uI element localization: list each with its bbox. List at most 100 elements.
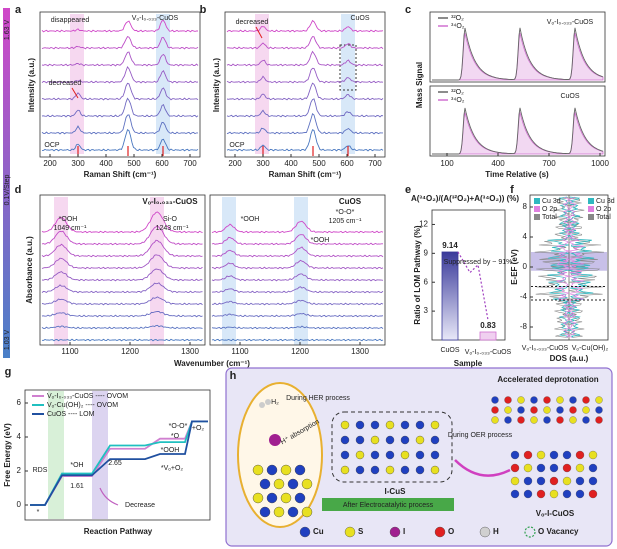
- x-tick-label: Vₒ-I₀.₀₃₃-CuOS: [465, 349, 512, 356]
- y-axis-label: E-EF (eV): [510, 249, 519, 285]
- atom: [266, 492, 278, 504]
- x-tick-label: 100: [440, 159, 454, 168]
- legend-label: H: [493, 527, 499, 536]
- atom: [273, 506, 285, 518]
- atom: [294, 492, 306, 504]
- plot-frame: [224, 11, 386, 158]
- energy-path: [30, 420, 208, 506]
- atom: [266, 464, 278, 476]
- arrow: [71, 87, 79, 99]
- atom: [491, 416, 499, 424]
- arrow: [255, 26, 263, 39]
- plot-frame: [429, 85, 606, 157]
- atom: [400, 450, 410, 460]
- x-tick-label: 1100: [61, 347, 79, 356]
- spectrum: [226, 113, 383, 135]
- legend-swatch: [534, 206, 540, 212]
- legend-label: O Vacancy: [538, 527, 579, 536]
- atom: [294, 464, 306, 476]
- atom: [385, 435, 395, 445]
- x-tick-label: 1200: [291, 347, 309, 356]
- atom: [355, 465, 365, 475]
- energy-label: *OH: [70, 462, 83, 469]
- atom: [355, 435, 365, 445]
- atom: [287, 506, 299, 518]
- atom: [575, 463, 585, 473]
- atom: [549, 476, 559, 486]
- y-tick-label: 6: [424, 277, 429, 286]
- atom: [340, 450, 350, 460]
- atom: [517, 406, 525, 414]
- panel-label: d: [15, 184, 22, 196]
- atom: [370, 450, 380, 460]
- atom: [400, 420, 410, 430]
- sample-label: Vₒ-Cu(OH)₂: [572, 345, 609, 352]
- species-label: H₂: [271, 399, 279, 406]
- icus-region: [331, 411, 453, 483]
- y-tick-label: 3: [424, 306, 429, 315]
- signal-32: [432, 107, 604, 155]
- x-tick-label: 300: [71, 159, 85, 168]
- peak-position: 1205 cm⁻¹: [329, 218, 363, 225]
- atom: [536, 450, 546, 460]
- atom: [588, 489, 598, 499]
- peak-label: Si-O: [163, 216, 178, 223]
- legend-swatch: [588, 198, 594, 204]
- atom: [259, 506, 271, 518]
- atom: [523, 476, 533, 486]
- x-axis-label: Reaction Pathway: [84, 527, 153, 536]
- atom: [273, 478, 285, 490]
- potential-bottom: 1.03 V: [4, 330, 11, 351]
- legend-swatch: [534, 214, 540, 220]
- atom: [415, 435, 425, 445]
- x-tick-label: 700: [542, 159, 556, 168]
- atom: [556, 406, 564, 414]
- legend-label: ³²O₂: [451, 15, 464, 22]
- atom: [575, 489, 585, 499]
- spectrum: [211, 220, 384, 234]
- legend-label: O: [448, 527, 454, 536]
- spectrum: [41, 254, 203, 270]
- peak-label: *OOH: [311, 237, 330, 244]
- legend-label: Vₒ-I₀.₀₃₃-CuOS ---- OVOM: [47, 393, 128, 400]
- atom: [269, 434, 281, 446]
- potential-top: 1.63 V: [4, 20, 11, 41]
- atom: [252, 464, 264, 476]
- spectrum: [41, 225, 203, 246]
- atom: [588, 450, 598, 460]
- atom: [370, 420, 380, 430]
- energy-label: *OOH: [161, 447, 180, 454]
- spectrum: [212, 299, 384, 306]
- peak-position: 1049 cm⁻¹: [54, 225, 88, 232]
- atom: [543, 406, 551, 414]
- chart-title: A(³⁴O₂)/(A(³²O₂)+A(³⁴O₂)) (%): [411, 194, 519, 203]
- x-tick-label: 500: [127, 159, 141, 168]
- spectrum: [211, 234, 383, 246]
- spectrum: [41, 211, 203, 234]
- highlight-band: [341, 14, 355, 154]
- x-tick-label: 1300: [181, 347, 199, 356]
- structure-label: Vₒ-I-CuOS: [536, 509, 575, 518]
- bar: [479, 331, 497, 341]
- spectrum: [211, 273, 384, 282]
- atom: [504, 416, 512, 424]
- ocp-label: OCP: [229, 142, 245, 149]
- atom: [280, 492, 292, 504]
- atom: [536, 476, 546, 486]
- y-tick-label: 12: [419, 220, 428, 229]
- annotation: Suppressed by ~ 91%: [444, 259, 513, 266]
- dos-curve: [556, 196, 571, 338]
- spectrum: [42, 128, 199, 152]
- x-tick-label: 600: [340, 159, 354, 168]
- spectrum: [41, 239, 203, 258]
- y-axis-label: Intensity (a.u.): [27, 58, 36, 113]
- legend-label: CuOS ---- LOM: [47, 411, 95, 418]
- spectrum: [41, 338, 203, 342]
- legend-label: ³⁴O₂: [451, 23, 465, 30]
- x-tick-label: 700: [183, 159, 197, 168]
- legend-atom: [434, 526, 446, 538]
- legend-atom: [389, 526, 401, 538]
- trend-arrow: [457, 251, 489, 321]
- atom: [582, 416, 590, 424]
- banner-label: After Electrocatalytic process: [343, 502, 434, 509]
